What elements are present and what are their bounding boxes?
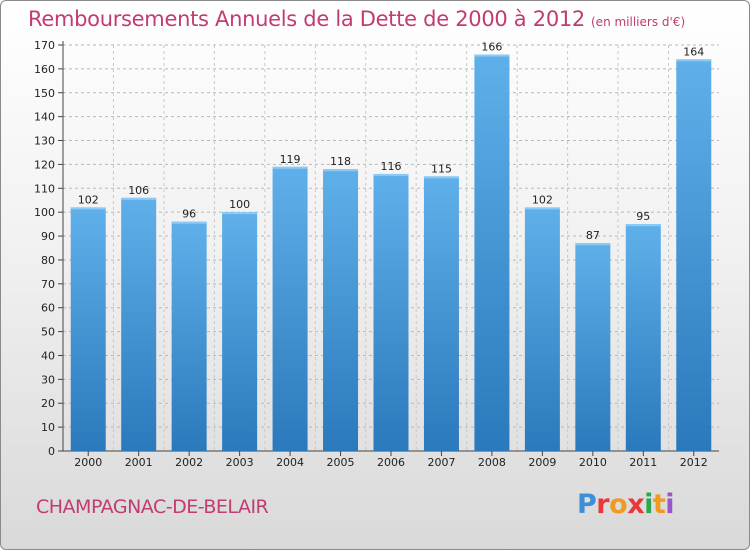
y-tick-label: 130 <box>34 135 55 148</box>
logo-letter: P <box>577 489 597 520</box>
y-tick-label: 70 <box>41 278 55 291</box>
logo-letter: o <box>609 489 628 520</box>
x-tick-label: 2003 <box>226 456 254 469</box>
data-label: 116 <box>381 160 402 173</box>
data-label: 95 <box>636 210 650 223</box>
bar-highlight <box>676 59 712 62</box>
chart-subtitle: (en milliers d'€) <box>591 15 686 29</box>
bar <box>121 197 157 451</box>
bar <box>272 166 308 452</box>
data-label: 100 <box>229 198 250 211</box>
x-tick-label: 2007 <box>427 456 455 469</box>
data-label: 106 <box>128 184 149 197</box>
data-label: 118 <box>330 155 351 168</box>
y-tick-label: 60 <box>41 302 55 315</box>
bar-highlight <box>70 207 106 210</box>
logo-letter: t <box>652 489 666 520</box>
bar-highlight <box>171 221 207 224</box>
logo-letter: x <box>627 489 645 520</box>
y-tick-label: 100 <box>34 206 55 219</box>
y-tick-label: 120 <box>34 158 55 171</box>
bar-highlight <box>373 173 409 176</box>
bar-highlight <box>323 169 359 172</box>
bar-highlight <box>474 54 510 57</box>
data-label: 102 <box>532 193 553 206</box>
town-name: CHAMPAGNAC-DE-BELAIR <box>36 496 269 518</box>
y-tick-label: 160 <box>34 63 55 76</box>
bar <box>373 173 409 451</box>
labels: 0 10 20 30 40 50 60 70 80 90 100 110 120 130 140 150 160… <box>34 39 708 469</box>
logo-letter: r <box>596 489 610 520</box>
chart-title-text: Remboursements Annuels de la Dette de 20… <box>28 7 585 31</box>
bar-highlight <box>121 197 157 200</box>
y-tick-label: 20 <box>41 397 55 410</box>
bars <box>70 54 712 452</box>
y-tick-label: 170 <box>34 39 55 52</box>
proxiti-logo: Proxiti <box>577 489 675 520</box>
logo-letter: i <box>665 489 675 520</box>
y-tick-label: 40 <box>41 349 55 362</box>
data-label: 102 <box>78 193 99 206</box>
x-tick-label: 2006 <box>377 456 405 469</box>
y-tick-label: 0 <box>48 445 55 458</box>
bar <box>625 224 661 451</box>
y-tick-label: 50 <box>41 326 55 339</box>
bar <box>575 243 611 451</box>
y-tick-label: 140 <box>34 111 55 124</box>
x-tick-label: 2010 <box>579 456 607 469</box>
x-tick-label: 2001 <box>125 456 153 469</box>
chart-title: Remboursements Annuels de la Dette de 20… <box>28 7 685 31</box>
bar <box>524 207 560 451</box>
y-tick-label: 30 <box>41 373 55 386</box>
bar-highlight <box>423 176 459 179</box>
y-tick-label: 110 <box>34 182 55 195</box>
x-tick-label: 2011 <box>629 456 657 469</box>
bar <box>70 207 106 451</box>
bar <box>171 221 207 451</box>
y-tick-label: 80 <box>41 254 55 267</box>
data-label: 96 <box>182 208 196 221</box>
x-tick-label: 2002 <box>175 456 203 469</box>
y-tick-label: 90 <box>41 230 55 243</box>
bar-highlight <box>222 212 258 215</box>
x-tick-label: 2004 <box>276 456 304 469</box>
x-tick-label: 2009 <box>528 456 556 469</box>
data-label: 119 <box>280 153 301 166</box>
bar <box>323 169 359 451</box>
data-label: 87 <box>586 229 600 242</box>
bar <box>222 212 258 451</box>
bar-highlight <box>524 207 560 210</box>
bar <box>474 54 510 451</box>
x-tick-label: 2012 <box>680 456 708 469</box>
data-label: 164 <box>683 45 704 58</box>
y-tick-label: 150 <box>34 87 55 100</box>
data-label: 115 <box>431 162 452 175</box>
y-tick-label: 10 <box>41 421 55 434</box>
bar-highlight <box>272 166 308 169</box>
data-label: 166 <box>481 41 502 54</box>
x-tick-label: 2005 <box>327 456 355 469</box>
bar <box>423 176 459 451</box>
x-tick-label: 2000 <box>74 456 102 469</box>
bar-highlight <box>625 224 661 227</box>
x-tick-label: 2008 <box>478 456 506 469</box>
logo-letter: i <box>644 489 653 520</box>
bar-highlight <box>575 243 611 246</box>
bar <box>676 59 712 452</box>
